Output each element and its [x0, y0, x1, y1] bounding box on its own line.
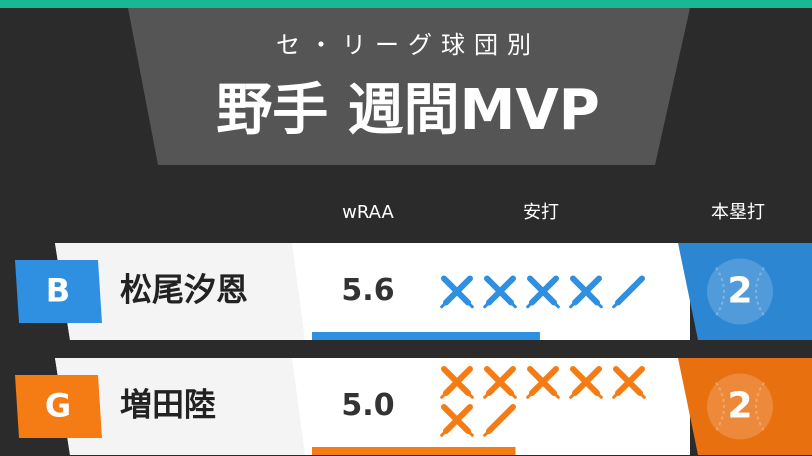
bat-handle	[552, 301, 560, 309]
bat-handle	[483, 391, 491, 399]
wraa-bar	[312, 447, 516, 455]
bat	[443, 275, 473, 306]
home-runs: 2	[727, 271, 752, 312]
bat-handle	[466, 391, 474, 399]
bat-handle	[612, 391, 620, 399]
hr-panel	[678, 243, 812, 340]
bat-handle	[569, 391, 577, 399]
team-badge	[15, 375, 102, 438]
bat	[615, 366, 645, 396]
column-header: wRAA	[342, 202, 394, 223]
wraa-value: 5.6	[341, 273, 394, 308]
hit-icons	[440, 366, 646, 437]
bat	[443, 404, 473, 434]
name-panel	[55, 243, 305, 340]
bat-handle	[612, 301, 620, 309]
player-name: 松尾汐恩	[120, 271, 248, 309]
bat-handle	[638, 391, 646, 399]
bat-handle	[440, 429, 448, 437]
bat	[572, 275, 602, 306]
hit-icons	[440, 275, 645, 309]
baseball	[707, 258, 773, 325]
home-runs: 2	[727, 386, 752, 427]
bat	[615, 275, 645, 306]
bat-handle	[569, 301, 577, 309]
baseball-seam	[715, 266, 765, 317]
bat-handle	[440, 301, 448, 309]
bat-handle	[595, 301, 603, 309]
player-name: 増田陸	[120, 386, 216, 424]
bat-handle	[526, 301, 534, 309]
bat-handle	[509, 301, 517, 309]
bat	[529, 366, 559, 396]
column-header: 本塁打	[711, 202, 765, 223]
bat-handle	[526, 391, 534, 399]
team-badge	[15, 260, 102, 323]
bat	[529, 275, 559, 306]
bat	[486, 404, 516, 434]
title: 野手 週間MVP	[216, 78, 600, 143]
bat-handle	[483, 429, 491, 437]
bat	[572, 366, 602, 396]
bat	[486, 366, 516, 396]
bat-handle	[466, 429, 474, 437]
bat-handle	[483, 301, 491, 309]
team-letter: B	[46, 272, 70, 310]
baseball	[707, 373, 773, 440]
wraa-value: 5.0	[341, 388, 394, 423]
wraa-bar	[312, 332, 540, 340]
bat-handle	[595, 391, 603, 399]
header-panel	[128, 8, 690, 165]
team-letter: G	[45, 387, 71, 425]
top-strip	[0, 0, 812, 8]
baseball-seam	[715, 381, 765, 432]
bat-handle	[440, 391, 448, 399]
bat-handle	[552, 391, 560, 399]
subtitle: セ・リーグ球団別	[276, 31, 540, 59]
hr-panel	[678, 358, 812, 455]
name-panel	[55, 358, 305, 455]
column-header: 安打	[523, 202, 559, 223]
bat-handle	[509, 391, 517, 399]
bat	[443, 366, 473, 396]
bat-handle	[466, 301, 474, 309]
bat	[486, 275, 516, 306]
